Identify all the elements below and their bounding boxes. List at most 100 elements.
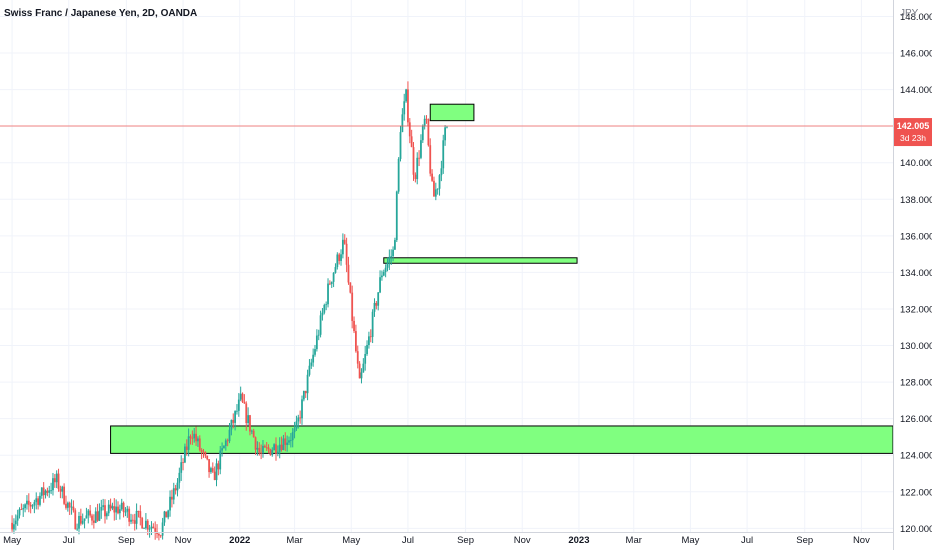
candle-body [139, 511, 142, 519]
candle-body [92, 520, 95, 523]
candle-body [278, 444, 281, 452]
price-tick-label: 148.000 [900, 12, 932, 23]
candle-body [401, 114, 404, 133]
candle-body [423, 118, 426, 126]
candle-body [37, 498, 39, 505]
candle-body [26, 500, 28, 505]
time-tick-label: Jul [402, 535, 414, 546]
candle-body [243, 401, 246, 404]
price-axis[interactable]: 148.000146.000144.000142.000140.000138.0… [900, 12, 932, 535]
price-tick-label: 130.000 [900, 341, 932, 352]
candle-body [275, 444, 277, 454]
price-tick-label: 126.000 [900, 414, 932, 425]
candle-body [14, 520, 17, 525]
support-resistance-zone[interactable] [110, 425, 894, 454]
time-tick-label: Nov [175, 535, 192, 546]
candle-body [167, 510, 170, 518]
candle-body [362, 363, 365, 373]
candle-body [42, 487, 45, 496]
candle-body [89, 510, 92, 516]
candle-body [96, 511, 99, 521]
candle-body [135, 510, 138, 524]
candle-body [392, 249, 394, 257]
candle-body [202, 451, 205, 453]
time-tick-label: Mar [626, 535, 642, 546]
candle-body [284, 438, 287, 446]
candle-body [241, 393, 244, 402]
candle-body [354, 331, 357, 352]
candle-body [360, 372, 363, 379]
candle-body [334, 267, 337, 273]
candle-body [312, 354, 315, 363]
candle-body [159, 535, 162, 537]
candle-body [407, 89, 409, 123]
candle-body [176, 482, 179, 491]
candles [11, 81, 448, 541]
candle-body [143, 528, 145, 529]
candle-body [228, 429, 231, 442]
candle-body [340, 254, 342, 261]
candle-body [403, 101, 406, 115]
candle-body [258, 447, 261, 453]
candle-body [375, 302, 378, 306]
time-tick-label: Jul [741, 535, 753, 546]
candle-body [245, 403, 248, 424]
candle-body [46, 490, 49, 493]
candle-body [16, 515, 19, 521]
candle-body [210, 468, 212, 473]
candle-body [27, 500, 30, 505]
time-tick-label: May [3, 535, 21, 546]
time-tick-label: Jul [63, 535, 75, 546]
time-tick-label: 2023 [568, 535, 589, 546]
candle-body [158, 533, 160, 536]
candle-body [66, 502, 69, 508]
candle-body [118, 509, 121, 514]
support-resistance-zone[interactable] [383, 257, 578, 264]
candle-body [81, 520, 84, 524]
candle-body [13, 524, 15, 530]
time-axis[interactable]: May Jul Sep Nov 2022 Mar May Jul Sep Nov 2023 Mar Ma… [0, 532, 893, 547]
candle-body [234, 411, 236, 423]
candle-body [197, 438, 199, 442]
candle-body [301, 399, 303, 419]
candle-body [314, 349, 316, 355]
candle-body [33, 502, 36, 506]
candle-body [113, 506, 116, 513]
candle-body [429, 145, 432, 174]
candle-body [373, 302, 376, 312]
candle-body [35, 498, 38, 503]
candle-body [85, 515, 88, 519]
candle-body [44, 490, 47, 496]
candle-body [152, 526, 155, 529]
price-tick-label: 122.000 [900, 487, 932, 498]
candle-body [288, 440, 290, 443]
candle-body [390, 256, 393, 257]
candle-body [193, 433, 196, 439]
last-price-box [894, 118, 932, 147]
candle-body [120, 502, 123, 510]
candle-body [131, 519, 134, 521]
candle-body [330, 281, 333, 285]
candle-body [247, 415, 250, 424]
candle-body [171, 496, 173, 500]
candle-body [381, 275, 383, 278]
candle-body [304, 390, 307, 394]
candle-body [368, 336, 370, 346]
candle-body [399, 132, 402, 159]
candle-body [291, 432, 294, 441]
candle-body [61, 486, 64, 492]
candle-body [94, 511, 97, 523]
candle-body [163, 511, 166, 523]
candle-body [213, 471, 216, 481]
time-tick-label: Sep [457, 535, 474, 546]
candle-body [434, 189, 437, 197]
candle-body [343, 239, 346, 244]
zones[interactable] [110, 103, 894, 454]
support-resistance-zone[interactable] [429, 103, 475, 122]
candle-body [306, 374, 309, 394]
candle-body [263, 445, 266, 448]
last-price-marker[interactable]: 142.005 3d 23h [894, 118, 932, 147]
candle-body [433, 180, 435, 197]
